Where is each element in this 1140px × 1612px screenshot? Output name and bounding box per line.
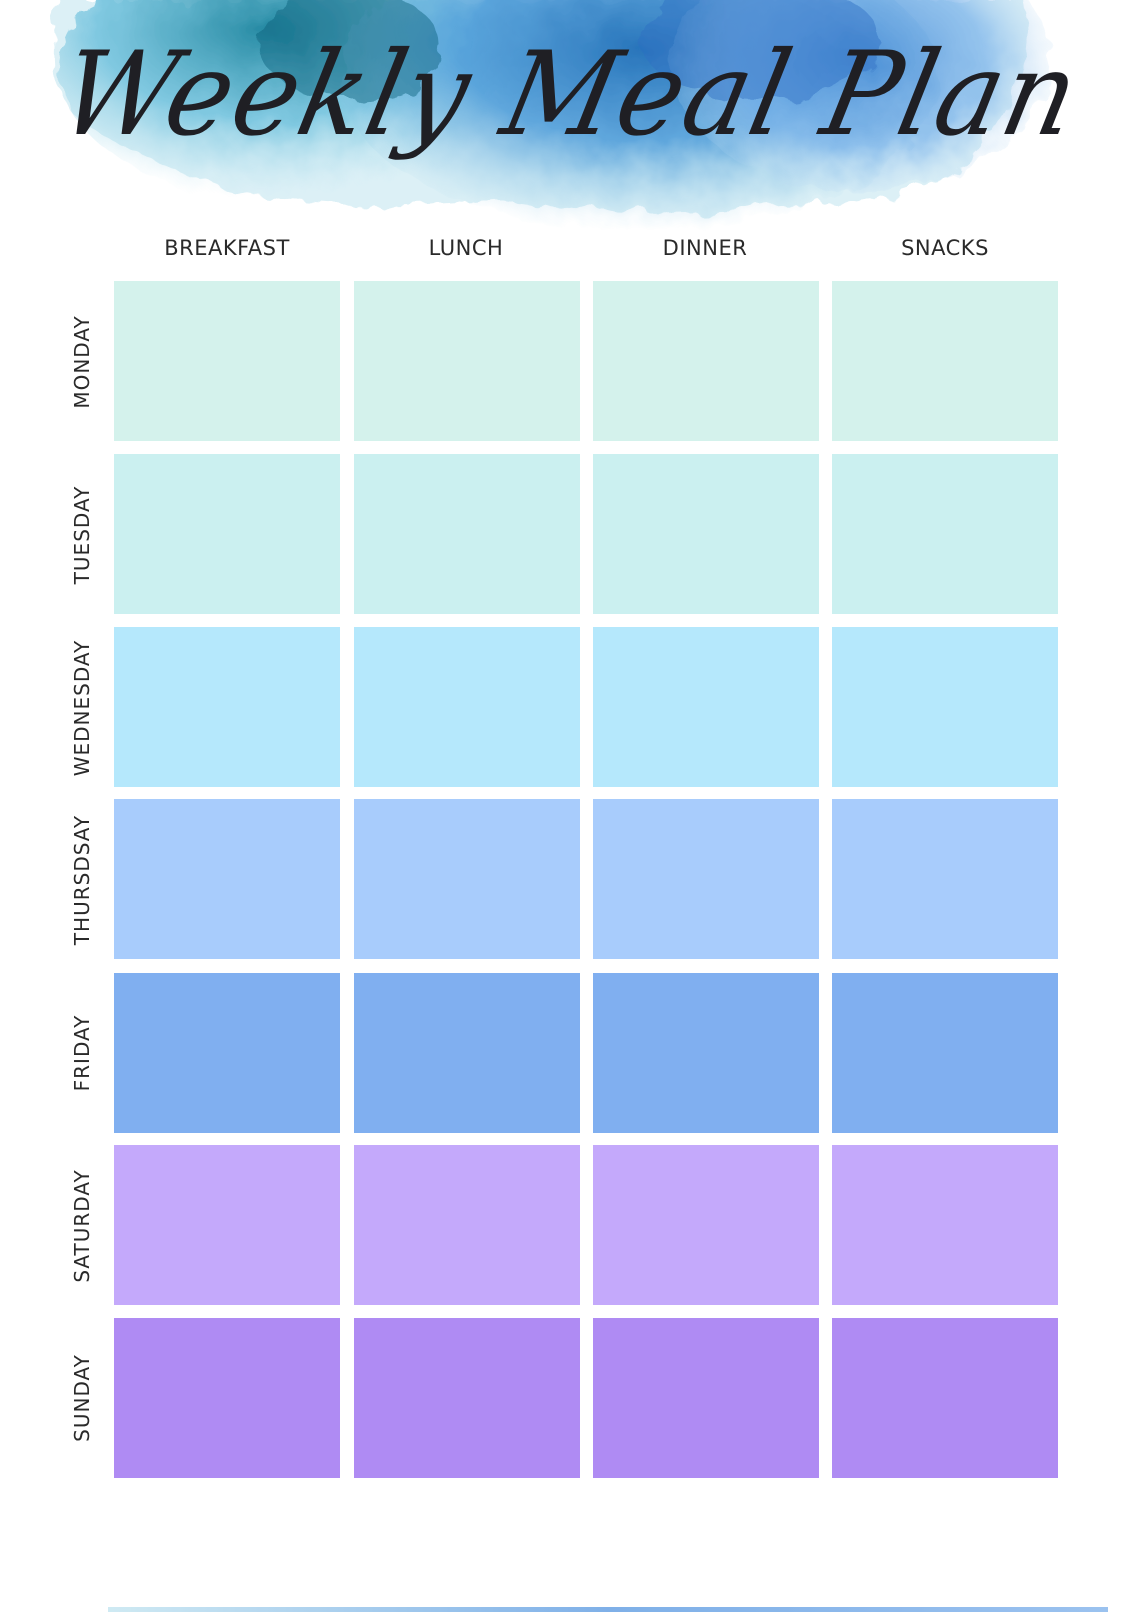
meal-cell-thursday-lunch[interactable] xyxy=(354,799,580,959)
meal-cell-saturday-snacks[interactable] xyxy=(832,1145,1058,1305)
meal-cell-tuesday-lunch[interactable] xyxy=(354,454,580,614)
day-label-text: FRIDAY xyxy=(70,1014,94,1092)
meal-cell-friday-breakfast[interactable] xyxy=(114,973,340,1133)
day-label-text: SUNDAY xyxy=(70,1354,94,1442)
meal-cell-sunday-snacks[interactable] xyxy=(832,1318,1058,1478)
meal-cell-thursday-breakfast[interactable] xyxy=(114,799,340,959)
meal-cell-tuesday-dinner[interactable] xyxy=(593,454,819,614)
meal-cell-monday-snacks[interactable] xyxy=(832,281,1058,441)
meal-cell-wednesday-lunch[interactable] xyxy=(354,627,580,787)
day-label-text: WEDNESDAY xyxy=(70,639,94,777)
day-label-text: TUESDAY xyxy=(70,485,94,585)
meal-cell-wednesday-dinner[interactable] xyxy=(593,627,819,787)
meal-cell-sunday-breakfast[interactable] xyxy=(114,1318,340,1478)
meal-cell-friday-snacks[interactable] xyxy=(832,973,1058,1133)
meal-cell-sunday-dinner[interactable] xyxy=(593,1318,819,1478)
meal-cell-wednesday-snacks[interactable] xyxy=(832,627,1058,787)
column-header-dinner: DINNER xyxy=(662,236,748,260)
meal-cell-saturday-dinner[interactable] xyxy=(593,1145,819,1305)
meal-cell-saturday-breakfast[interactable] xyxy=(114,1145,340,1305)
meal-cell-monday-dinner[interactable] xyxy=(593,281,819,441)
meal-cell-monday-breakfast[interactable] xyxy=(114,281,340,441)
meal-cell-friday-dinner[interactable] xyxy=(593,973,819,1133)
meal-cell-monday-lunch[interactable] xyxy=(354,281,580,441)
bottom-watercolor-strip xyxy=(108,1607,1108,1612)
day-label-text: THURSDSAY xyxy=(70,814,94,946)
meal-cell-tuesday-breakfast[interactable] xyxy=(114,454,340,614)
meal-cell-thursday-dinner[interactable] xyxy=(593,799,819,959)
column-header-lunch: LUNCH xyxy=(428,236,504,260)
meal-cell-thursday-snacks[interactable] xyxy=(832,799,1058,959)
meal-cell-wednesday-breakfast[interactable] xyxy=(114,627,340,787)
meal-cell-saturday-lunch[interactable] xyxy=(354,1145,580,1305)
meal-cell-tuesday-snacks[interactable] xyxy=(832,454,1058,614)
column-header-breakfast: BREAKFAST xyxy=(164,236,290,260)
column-header-snacks: SNACKS xyxy=(901,236,989,260)
page-title: Weekly Meal Plan xyxy=(48,27,1092,162)
meal-cell-friday-lunch[interactable] xyxy=(354,973,580,1133)
meal-cell-sunday-lunch[interactable] xyxy=(354,1318,580,1478)
watercolor-banner xyxy=(53,0,1050,230)
day-label-text: MONDAY xyxy=(70,315,94,409)
day-label-text: SATURDAY xyxy=(70,1169,94,1283)
